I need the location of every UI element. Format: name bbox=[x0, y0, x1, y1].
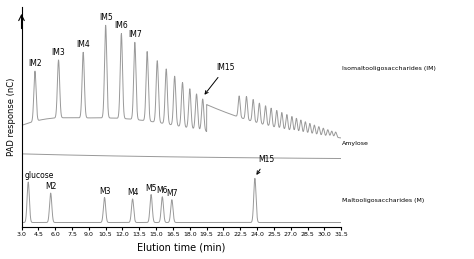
Text: IM7: IM7 bbox=[128, 30, 142, 39]
X-axis label: Elution time (min): Elution time (min) bbox=[137, 242, 226, 252]
Text: M7: M7 bbox=[166, 189, 178, 198]
Text: IM6: IM6 bbox=[115, 21, 128, 31]
Text: M6: M6 bbox=[156, 186, 168, 195]
Text: IM4: IM4 bbox=[76, 40, 90, 49]
Text: IM3: IM3 bbox=[52, 48, 65, 57]
Text: IM2: IM2 bbox=[28, 59, 42, 68]
Text: Amylose: Amylose bbox=[342, 141, 369, 146]
Text: M15: M15 bbox=[257, 155, 274, 174]
Text: Isomaltooligosaccharides (IM): Isomaltooligosaccharides (IM) bbox=[342, 66, 436, 71]
Text: IM15: IM15 bbox=[205, 63, 235, 94]
Text: M4: M4 bbox=[127, 188, 138, 197]
Text: glucose: glucose bbox=[25, 171, 54, 181]
Text: Maltooligosaccharides (M): Maltooligosaccharides (M) bbox=[342, 198, 424, 203]
Text: M5: M5 bbox=[146, 184, 157, 193]
Y-axis label: PAD response (nC): PAD response (nC) bbox=[7, 78, 16, 156]
Text: M2: M2 bbox=[45, 182, 56, 191]
Text: M3: M3 bbox=[99, 187, 110, 196]
Text: IM5: IM5 bbox=[99, 13, 112, 22]
